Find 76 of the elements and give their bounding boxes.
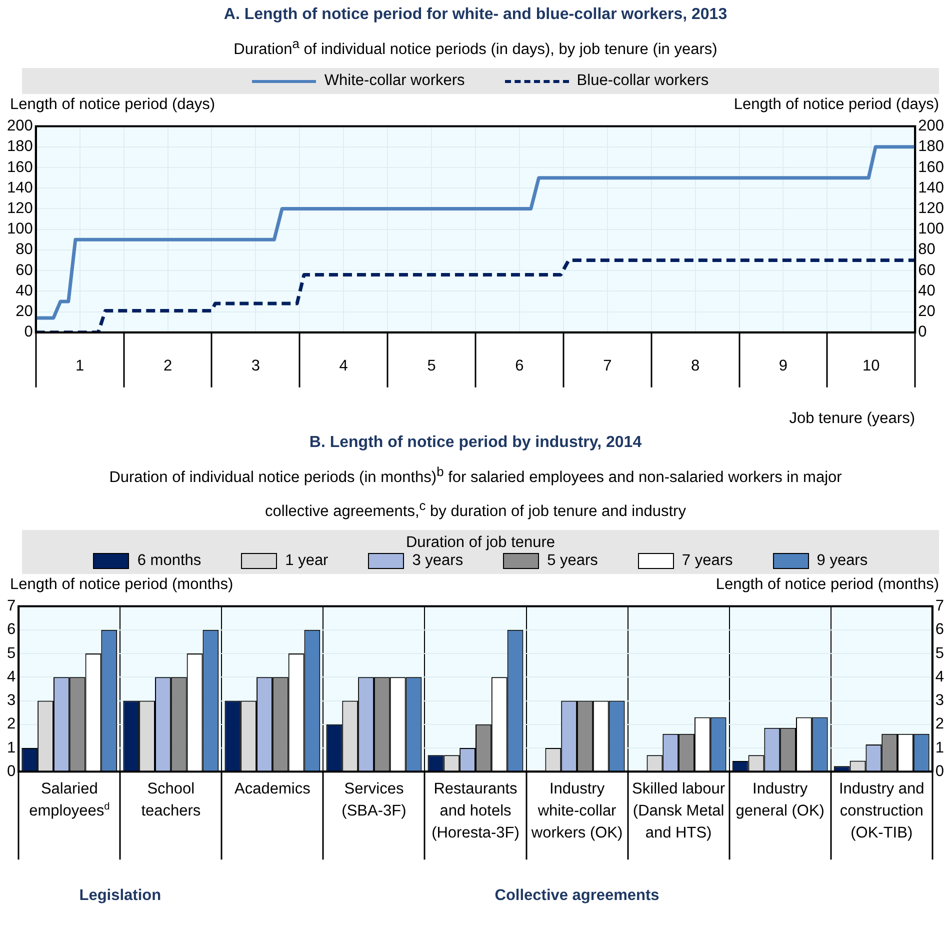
y2-tick-label: 0 — [918, 324, 928, 341]
text: Legislation — [79, 887, 162, 904]
y-tick-label: 60 — [16, 262, 34, 280]
y2-tick-label: 60 — [918, 262, 936, 280]
y-tick-label: 1 — [6, 740, 16, 757]
y-tick-label: 5 — [6, 645, 16, 662]
x-tick-label: 4 — [339, 358, 348, 375]
legend-label: 3 years — [412, 552, 464, 570]
legend-label: White-collar workers — [324, 72, 465, 90]
y2-tick-label: 180 — [918, 138, 944, 156]
y2-tick-label: 200 — [918, 118, 944, 135]
y-tick-label: 4 — [6, 668, 16, 686]
y2-tick-label: 5 — [935, 645, 944, 662]
x-tick-label: Industry white-collar workers (OK) — [530, 781, 623, 842]
y2-tick-label: 160 — [918, 158, 944, 176]
y-tick-label: 180 — [6, 138, 34, 156]
y-tick-label: 20 — [16, 303, 34, 320]
x-tick-label: 1 — [76, 358, 84, 375]
y2-tick-label: 140 — [918, 180, 944, 197]
legend-label: 6 months — [137, 552, 202, 570]
y2-axis-title: Length of notice period (months) — [716, 576, 939, 594]
y2-tick-label: 2 — [935, 716, 944, 734]
y2-tick-label: 100 — [918, 220, 944, 238]
y2-tick-label: 40 — [918, 282, 936, 300]
x-tick-label: Industry and construction (OK-TIB) — [838, 781, 924, 842]
y2-tick-label: 0 — [935, 763, 944, 780]
x-tick-label: 8 — [691, 358, 700, 375]
text: Duration of individual notice periods (in months)$^{b}$ for salaried employees and non-salaried workers in major collective agreements,$^{c}$ by duration of job tenure and industry — [109, 464, 842, 520]
chart-subtitle: Duration$^{a}$ of individual notice periods (in days), by job tenure (in years) — [232, 35, 718, 60]
y2-axis-title: Length of notice period (days) — [734, 96, 939, 114]
y2-tick-label: 7 — [935, 598, 944, 616]
legend-label: 7 years — [682, 552, 733, 570]
x-tick-label: Industry general (OK) — [736, 781, 824, 820]
legend-label: Blue-collar workers — [576, 72, 709, 90]
chart-title: A. Length of notice period for white- and blue-collar workers, 2013 — [222, 6, 728, 24]
y2-tick-label: 4 — [935, 668, 944, 686]
legend-label: 9 years — [816, 552, 868, 570]
y2-tick-label: 80 — [918, 241, 936, 258]
y-tick-label: 3 — [6, 692, 16, 710]
x-tick-label: School teachers — [141, 781, 201, 820]
x-tick-label: Services (SBA-3F) — [342, 781, 406, 820]
y-tick-label: 40 — [16, 282, 34, 300]
y-tick-label: 0 — [24, 324, 34, 341]
y-axis-title: Length of notice period (days) — [10, 96, 216, 114]
y-tick-label: 80 — [16, 241, 34, 258]
y2-tick-label: 20 — [918, 303, 936, 320]
y2-tick-label: 120 — [918, 200, 944, 218]
y2-tick-label: 3 — [935, 692, 944, 710]
x-tick-label: Skilled labour (Dansk Metal and HTS) — [632, 781, 726, 842]
x-tick-label: 2 — [163, 358, 172, 375]
x-axis-title: Job tenure (years) — [788, 410, 916, 428]
x-tick-label: 6 — [515, 358, 524, 375]
x-tick-label: Academics — [234, 781, 311, 798]
y-tick-label: 2 — [6, 716, 16, 734]
x-tick-label: 5 — [427, 358, 436, 375]
y2-tick-label: 6 — [935, 622, 944, 639]
legend-label: 5 years — [547, 552, 598, 570]
y-tick-label: 100 — [6, 220, 34, 238]
x-tick-label: 7 — [603, 358, 612, 375]
text: Collective agreements — [494, 887, 660, 904]
y-tick-label: 7 — [6, 598, 16, 616]
x-tick-label: 10 — [862, 358, 880, 375]
y-tick-label: 200 — [6, 118, 34, 135]
y-tick-label: 6 — [6, 622, 16, 639]
y-tick-label: 120 — [6, 200, 34, 218]
legend-label: 1 year — [285, 552, 328, 570]
y-tick-label: 140 — [6, 180, 34, 197]
y-tick-label: 160 — [6, 158, 34, 176]
x-tick-label: 9 — [778, 358, 788, 375]
x-tick-label: 3 — [251, 358, 260, 375]
chart-title: B. Length of notice period by industry, 2014 — [308, 434, 643, 452]
y-axis-title: Length of notice period (months) — [10, 576, 234, 594]
y2-tick-label: 1 — [935, 740, 944, 757]
y-tick-label: 0 — [6, 763, 16, 780]
x-tick-label: Restaurants and hotels (Horesta-3F) — [432, 781, 520, 842]
legend-title: Duration of job tenure — [404, 534, 556, 552]
